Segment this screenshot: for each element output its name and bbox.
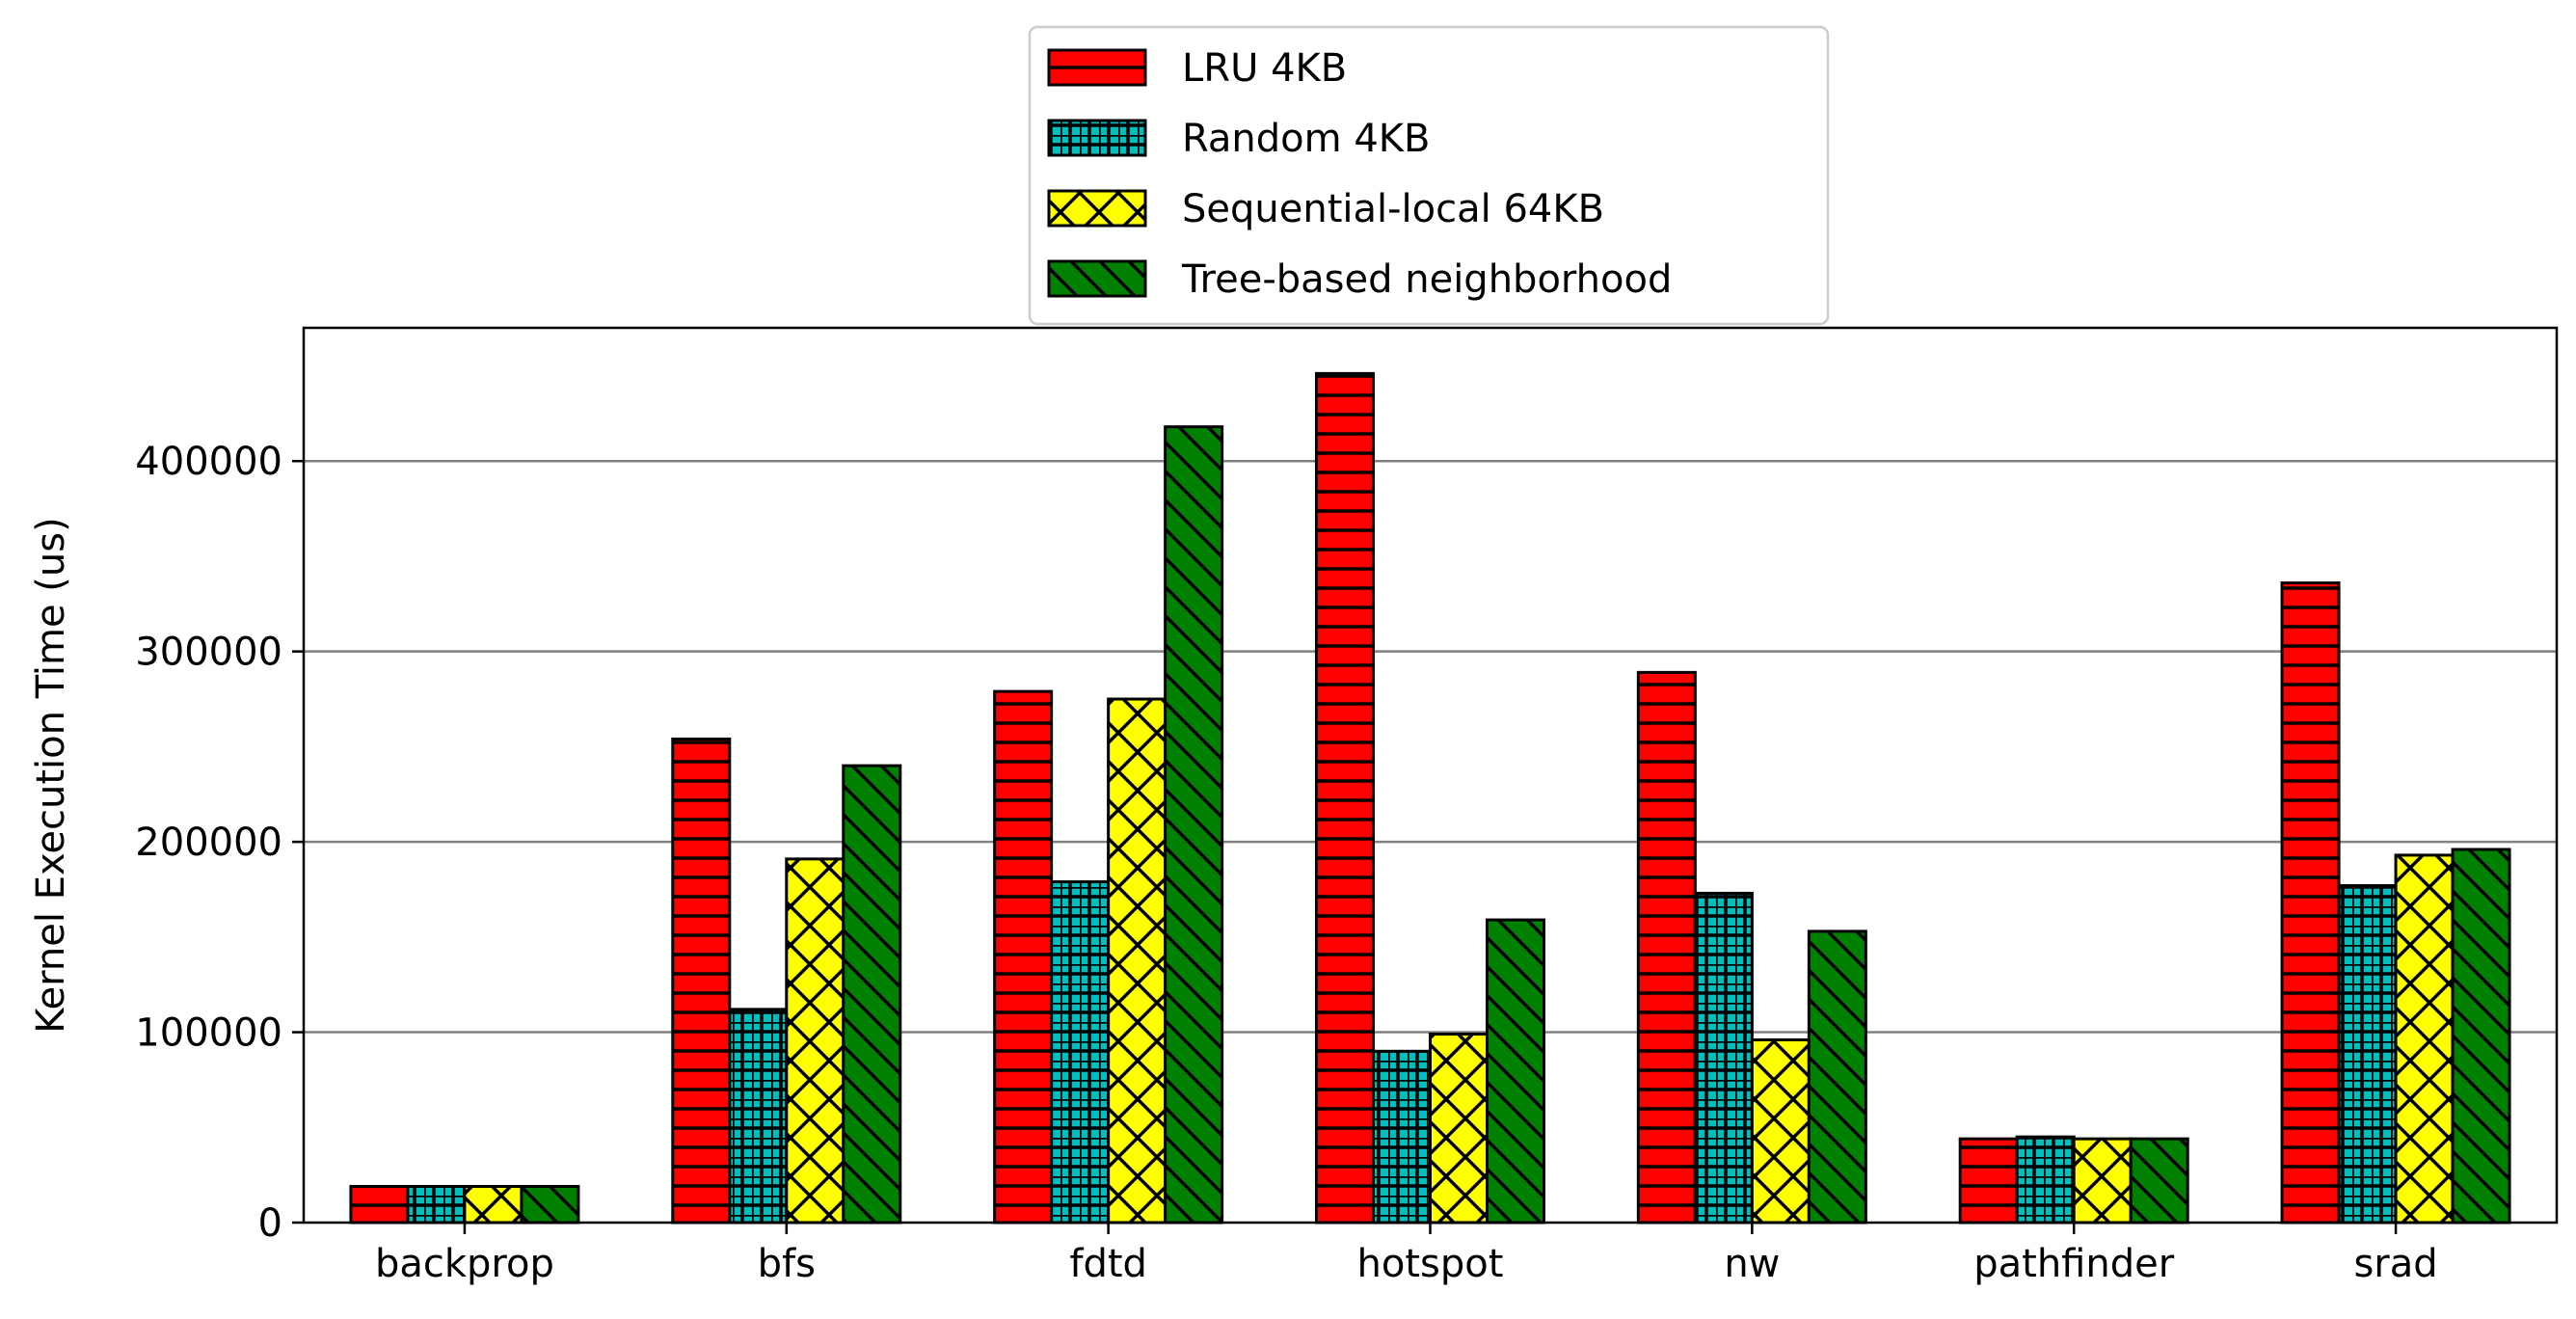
- y-axis-label: Kernel Execution Time (us): [29, 517, 73, 1033]
- y-tick-label: 400000: [135, 440, 282, 484]
- legend-label: Random 4KB: [1182, 117, 1430, 161]
- legend-swatch: [1047, 189, 1147, 228]
- bar-pathfinder-1: [2015, 1135, 2076, 1225]
- bar-pathfinder-0: [1958, 1137, 2019, 1225]
- y-tick-label: 100000: [135, 1011, 282, 1056]
- x-tick-label: nw: [1724, 1242, 1780, 1286]
- bar-srad-1: [2337, 884, 2398, 1225]
- bar-fdtd-2: [1107, 697, 1167, 1225]
- bar-backprop-3: [520, 1184, 580, 1225]
- y-tick-label: 200000: [135, 821, 282, 865]
- y-axis: 0 100000 200000 300000 400000: [135, 440, 304, 1246]
- bar-fdtd-0: [993, 689, 1054, 1225]
- x-axis: backprop bfs fdtd hotspot nw pathfinder srad: [375, 1223, 2438, 1286]
- x-tick-label: bfs: [758, 1242, 816, 1286]
- x-tick-label: fdtd: [1069, 1242, 1147, 1286]
- bar-hotspot-2: [1429, 1033, 1489, 1225]
- bar-srad-3: [2451, 848, 2511, 1225]
- legend-swatch: [1047, 119, 1147, 157]
- bar-hotspot-0: [1315, 371, 1375, 1225]
- bar-hotspot-3: [1486, 918, 1545, 1225]
- legend-label: Sequential-local 64KB: [1182, 187, 1604, 231]
- bars: [349, 371, 2511, 1225]
- bar-hotspot-1: [1372, 1049, 1432, 1225]
- bar-nw-0: [1636, 670, 1697, 1225]
- bar-backprop-2: [463, 1184, 523, 1225]
- legend-swatch: [1047, 259, 1147, 298]
- bar-backprop-0: [349, 1184, 410, 1225]
- bar-nw-2: [1750, 1037, 1811, 1225]
- bar-nw-3: [1807, 929, 1867, 1225]
- legend-label: LRU 4KB: [1182, 46, 1347, 91]
- x-tick-label: pathfinder: [1973, 1242, 2174, 1286]
- bar-bfs-2: [785, 857, 845, 1225]
- bar-srad-0: [2280, 581, 2341, 1225]
- bar-bfs-3: [842, 764, 902, 1225]
- bar-backprop-1: [406, 1184, 467, 1225]
- bar-bfs-0: [671, 737, 732, 1225]
- bar-pathfinder-2: [2072, 1137, 2133, 1225]
- legend-swatch: [1047, 48, 1147, 87]
- grid-lines: [304, 459, 2557, 1034]
- bar-nw-1: [1693, 891, 1754, 1225]
- bar-fdtd-1: [1050, 880, 1111, 1225]
- x-tick-label: backprop: [375, 1242, 554, 1286]
- x-tick-label: hotspot: [1357, 1242, 1504, 1286]
- bar-bfs-1: [728, 1008, 789, 1225]
- legend-box: [1028, 25, 1830, 326]
- bar-srad-2: [2394, 853, 2455, 1225]
- legend: LRU 4KB Random 4KB Sequential-local 64KB Tr…: [1028, 25, 1830, 326]
- legend-label: Tree-based neighborhood: [1181, 257, 1672, 302]
- y-tick-label: 0: [258, 1201, 282, 1246]
- bar-pathfinder-3: [2129, 1137, 2189, 1225]
- x-tick-label: srad: [2353, 1242, 2437, 1286]
- y-tick-label: 300000: [135, 631, 282, 675]
- bar-fdtd-3: [1164, 425, 1224, 1225]
